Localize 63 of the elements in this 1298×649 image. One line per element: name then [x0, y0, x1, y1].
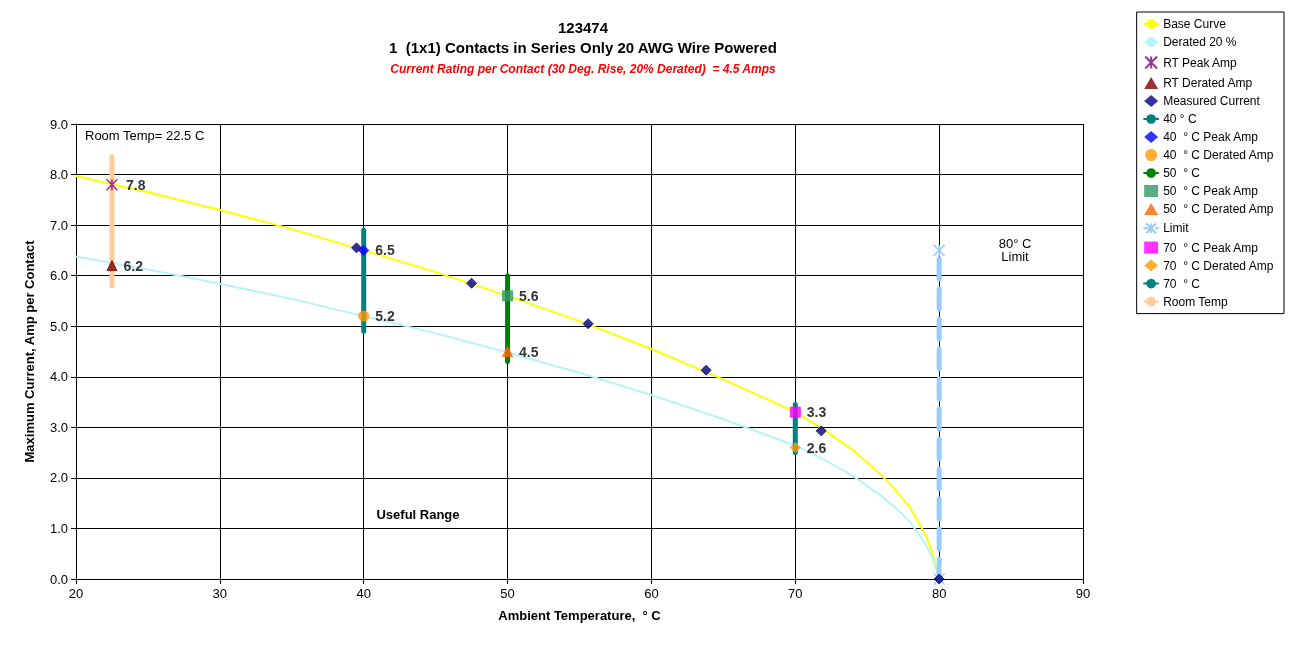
x-axis-title: Ambient Temperature, ° C: [498, 608, 662, 623]
point: [466, 277, 478, 289]
x-tick-label: 30: [212, 586, 228, 601]
data-label: 2.6: [806, 439, 827, 456]
legend-label: 50 ° C Derated Amp: [1163, 202, 1274, 216]
data-label: 5.2: [375, 308, 395, 325]
data-label: 6.5: [375, 242, 395, 259]
annotation: Useful Range: [376, 506, 460, 522]
legend-label: 70 ° C: [1163, 276, 1201, 291]
y-tick-label: 9.0: [49, 116, 68, 132]
legend-label: 50 ° C Peak Amp: [1163, 184, 1259, 198]
legend-label: Limit: [1163, 221, 1190, 236]
y-tick-label: 0.0: [49, 571, 68, 587]
annotation: 80° C Limit: [998, 236, 1032, 264]
y-tick-label: 8.0: [49, 167, 68, 183]
legend-label: 40 ° C: [1163, 112, 1197, 126]
x-tick-label: 90: [1075, 586, 1091, 601]
legend-label: Derated 20 %: [1163, 35, 1237, 49]
legend-label: Measured Current: [1163, 94, 1261, 108]
point: [700, 364, 712, 376]
point: [351, 242, 363, 254]
data-label: 7.8: [125, 176, 146, 193]
legend-label: Base Curve: [1163, 17, 1227, 31]
y-tick-label: 6.0: [49, 268, 68, 284]
point: [582, 318, 594, 330]
x-tick-label: 80: [931, 586, 947, 601]
y-tick-label: 1.0: [49, 520, 68, 536]
y-tick-label: 2.0: [49, 470, 68, 486]
legend-label: Room Temp: [1163, 294, 1228, 309]
data-label: 3.3: [806, 404, 827, 421]
x-tick-label: 70: [788, 586, 803, 601]
data-label: 5.6: [519, 287, 539, 304]
y-tick-label: 5.0: [49, 318, 68, 334]
y-axis-title: Maximum Current, Amp per Contact: [22, 239, 37, 463]
point: [789, 442, 801, 454]
y-tick-label: 3.0: [49, 419, 68, 435]
legend-label: 70 ° C Derated Amp: [1163, 258, 1274, 273]
point: [358, 310, 370, 322]
data-label: 6.2: [123, 257, 144, 274]
point: [932, 244, 946, 257]
legend-label: RT Peak Amp: [1163, 55, 1238, 70]
legend-label: RT Derated Amp: [1163, 76, 1253, 90]
x-tick-label: 40: [356, 586, 371, 601]
legend-label: 40 ° C Derated Amp: [1163, 148, 1274, 162]
legend-label: 40 ° C Peak Amp: [1163, 130, 1259, 144]
data-label: 4.5: [519, 343, 539, 360]
point: [815, 425, 827, 437]
y-tick-label: 4.0: [49, 369, 68, 385]
x-tick-label: 20: [68, 586, 84, 601]
legend-label: 50 ° C: [1163, 166, 1201, 180]
x-tick-label: 60: [644, 586, 659, 601]
legend-label: 70 ° C Peak Amp: [1163, 240, 1259, 255]
x-tick-label: 50: [500, 586, 515, 601]
point: [789, 406, 801, 418]
annotation: Room Temp= 22.5 C: [85, 127, 205, 143]
chart-subtitle: Current Rating per Contact (30 Deg. Rise, 20% Derated) = 4.5 Amps: [390, 62, 776, 76]
point: [502, 290, 514, 302]
chart-title: 123474 1 (1x1) Contacts in Series Only 20 AWG Wire Powered: [389, 18, 777, 56]
point: [106, 260, 118, 272]
point: [502, 346, 514, 357]
y-tick-label: 7.0: [49, 217, 68, 233]
point: [105, 178, 119, 191]
point: [358, 244, 370, 256]
